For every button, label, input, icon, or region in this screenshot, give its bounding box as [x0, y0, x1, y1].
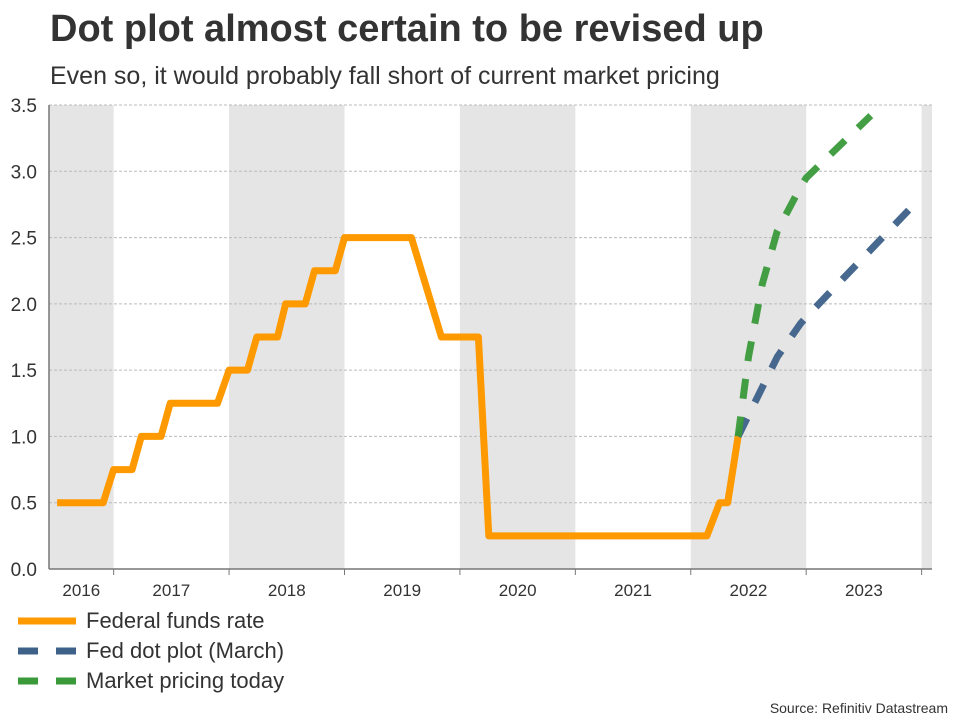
y-tick-label: 1.5	[11, 361, 37, 382]
series-line-market-pricing-today	[734, 113, 874, 437]
legend-label: Fed dot plot (March)	[86, 638, 285, 663]
y-tick-label: 0.0	[11, 560, 37, 581]
year-band-2018	[229, 105, 345, 569]
legend-swatch-federal-funds-rate	[18, 617, 76, 625]
legend-item-fed-dot-plot: Fed dot plot (March)	[18, 638, 284, 664]
legend-item-federal-funds-rate: Federal funds rate	[18, 608, 265, 634]
x-tick-label: 2016	[62, 581, 100, 600]
x-tick-label: 2022	[730, 581, 768, 600]
y-tick-label: 1.0	[11, 427, 37, 448]
y-tick-label: 3.0	[11, 162, 37, 183]
legend-item-market-pricing: Market pricing today	[18, 668, 284, 694]
source-note: Source: Refinitiv Datastream	[769, 700, 948, 716]
year-band-2016	[49, 105, 114, 569]
legend-swatch-fed-dot-plot	[18, 647, 76, 655]
y-tick-label: 2.5	[11, 229, 37, 250]
series-line-fed-dot-plot-march-	[734, 195, 924, 438]
y-tick-label: 3.5	[11, 96, 37, 117]
x-tick-label: 2021	[614, 581, 652, 600]
legend-label: Market pricing today	[86, 668, 285, 693]
chart-subtitle: Even so, it would probably fall short of…	[50, 62, 720, 90]
x-tick-label: 2020	[499, 581, 537, 600]
x-tick-label: 2018	[268, 581, 306, 600]
series-line-federal-funds-rate	[57, 234, 742, 540]
y-tick-label: 0.5	[11, 494, 37, 515]
chart-title: Dot plot almost certain to be revised up	[50, 8, 764, 50]
year-band-2024	[921, 105, 932, 569]
legend-label: Federal funds rate	[86, 608, 265, 633]
x-tick-label: 2023	[845, 581, 883, 600]
x-tick-label: 2019	[383, 581, 421, 600]
legend-swatch-market-pricing	[18, 677, 76, 685]
year-band-2022	[690, 105, 807, 569]
x-tick-label: 2017	[152, 581, 190, 600]
y-tick-label: 2.0	[11, 295, 37, 316]
